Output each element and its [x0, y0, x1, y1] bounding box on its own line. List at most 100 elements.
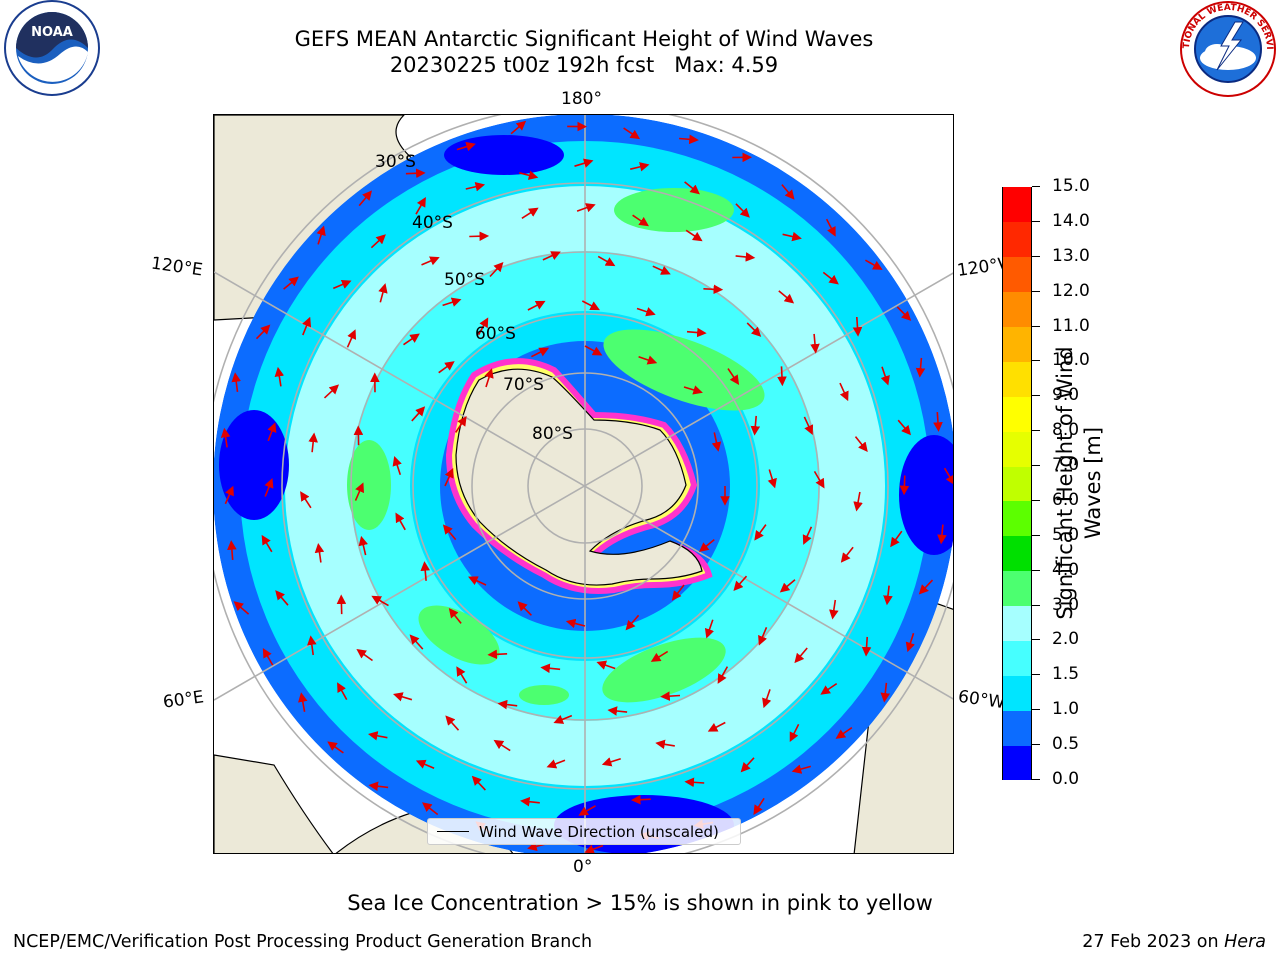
wave-direction-arrow — [861, 636, 872, 657]
colorbar-tick-label: 11.0 — [1052, 315, 1090, 336]
colorbar-segment — [1003, 466, 1031, 502]
wave-direction-arrow — [540, 663, 561, 674]
wave-direction-arrow — [392, 456, 402, 476]
wave-direction-arrow — [442, 297, 462, 307]
wave-direction-arrow — [631, 794, 651, 805]
wave-direction-arrow — [576, 203, 596, 213]
wave-direction-arrow — [456, 666, 468, 684]
wave-direction-arrow — [865, 259, 883, 270]
wave-direction-arrow — [943, 467, 953, 486]
colorbar-segment — [1003, 710, 1031, 746]
wave-direction-arrow — [275, 590, 289, 606]
colorbar-title: Significant Height of Wind Waves [m] — [1053, 346, 1105, 620]
wave-direction-arrow — [810, 333, 820, 354]
wave-direction-arrow — [371, 595, 389, 607]
colorbar-tick-label: 10.0 — [1052, 350, 1090, 371]
wave-direction-arrow — [632, 214, 649, 227]
wave-direction-arrow — [652, 265, 671, 275]
wave-direction-arrow — [835, 726, 853, 739]
colorbar-segment — [1003, 431, 1031, 467]
wave-direction-arrow — [231, 372, 241, 393]
wave-direction-arrow — [308, 432, 318, 453]
colorbar-tick — [1032, 290, 1040, 292]
wave-direction-arrow — [378, 283, 388, 303]
wave-direction-arrow — [625, 614, 640, 631]
wave-direction-arrow — [852, 316, 863, 337]
wave-direction-arrow — [655, 739, 675, 750]
wave-direction-arrow — [227, 540, 237, 560]
wave-direction-arrow — [323, 384, 340, 399]
wave-direction-arrow — [421, 256, 440, 266]
wave-direction-arrow — [905, 633, 915, 653]
wave-direction-arrow — [782, 231, 802, 242]
wave-direction-arrow — [650, 650, 669, 662]
wave-direction-arrow — [597, 255, 616, 267]
wave-direction-arrow — [717, 666, 729, 684]
wave-direction-arrow — [704, 619, 715, 639]
wave-direction-arrow — [918, 579, 934, 595]
wave-direction-arrow — [521, 207, 539, 219]
wave-direction-arrow — [411, 406, 426, 422]
legend-line-swatch — [437, 831, 469, 832]
colorbar-segment — [1003, 396, 1031, 432]
colorbar-segment — [1003, 570, 1031, 607]
colorbar-segment — [1003, 745, 1031, 781]
wave-direction-arrow — [937, 524, 947, 545]
wave-direction-arrow — [803, 416, 814, 435]
wave-direction-arrow — [415, 759, 435, 769]
lon-label-top: 180° — [561, 89, 602, 109]
graticule — [214, 115, 953, 853]
wave-direction-arrow — [758, 626, 768, 646]
wave-direction-arrow — [660, 691, 681, 701]
colorbar-segment — [1003, 256, 1031, 293]
wave-direction-arrow — [671, 584, 685, 601]
colorbar-segment — [1003, 535, 1031, 572]
colorbar-segment — [1003, 675, 1031, 711]
wave-direction-arrow — [574, 158, 594, 168]
colorbar-tick-label: 4.0 — [1052, 559, 1080, 580]
chart-subtitle: 20230225 t00z 192h fcst Max: 4.59 — [389, 53, 779, 77]
colorbar-tick-label: 15.0 — [1052, 176, 1090, 196]
wave-direction-arrow — [584, 345, 603, 356]
wave-direction-arrow — [880, 682, 891, 703]
wave-direction-arrow — [636, 307, 656, 317]
map-legend: Wind Wave Direction (unscaled) — [427, 818, 741, 845]
wave-direction-arrow — [368, 781, 389, 792]
colorbar-tick-label: 14.0 — [1052, 210, 1090, 231]
colorbar-tick — [1032, 499, 1040, 501]
wave-direction-arrow — [445, 715, 460, 731]
wave-direction-arrow — [465, 182, 486, 192]
wave-direction-arrow — [735, 203, 750, 218]
wave-direction-arrow — [883, 585, 893, 606]
colorbar-segment — [1003, 291, 1031, 328]
wave-direction-arrow — [405, 168, 426, 179]
wave-direction-arrow — [601, 757, 621, 767]
noaa-logo: NOAA — [0, 0, 104, 100]
wave-direction-arrow — [283, 276, 299, 290]
wave-direction-arrow — [753, 797, 765, 815]
wave-direction-arrow — [224, 485, 234, 505]
colorbar-tick — [1032, 186, 1040, 187]
colorbar-tick — [1032, 744, 1040, 746]
colorbar-tick-label: 0.5 — [1052, 734, 1080, 755]
wave-direction-arrow — [307, 635, 317, 656]
wave-direction-arrow — [789, 723, 800, 742]
lon-label-upper-left: 120°E — [149, 253, 204, 281]
wave-direction-arrow — [854, 436, 868, 453]
colorbar-segment — [1003, 187, 1031, 223]
wave-direction-arrow — [327, 741, 344, 754]
legend-label: Wind Wave Direction (unscaled) — [479, 822, 719, 841]
run-host: Hera — [1224, 932, 1266, 952]
wave-direction-arrow — [707, 721, 726, 732]
wave-direction-arrow — [403, 333, 420, 346]
wave-direction-arrow — [346, 329, 357, 348]
wave-direction-arrow — [358, 190, 372, 207]
wave-direction-arrow — [711, 432, 722, 452]
wave-direction-arrow — [596, 660, 616, 670]
wave-direction-arrow — [630, 162, 650, 172]
wave-direction-arrow — [448, 607, 462, 624]
wave-direction-arrow — [262, 647, 274, 666]
wave-direction-arrow — [531, 347, 550, 358]
wave-direction-arrow — [519, 170, 539, 180]
wave-direction-arrow — [777, 366, 787, 387]
